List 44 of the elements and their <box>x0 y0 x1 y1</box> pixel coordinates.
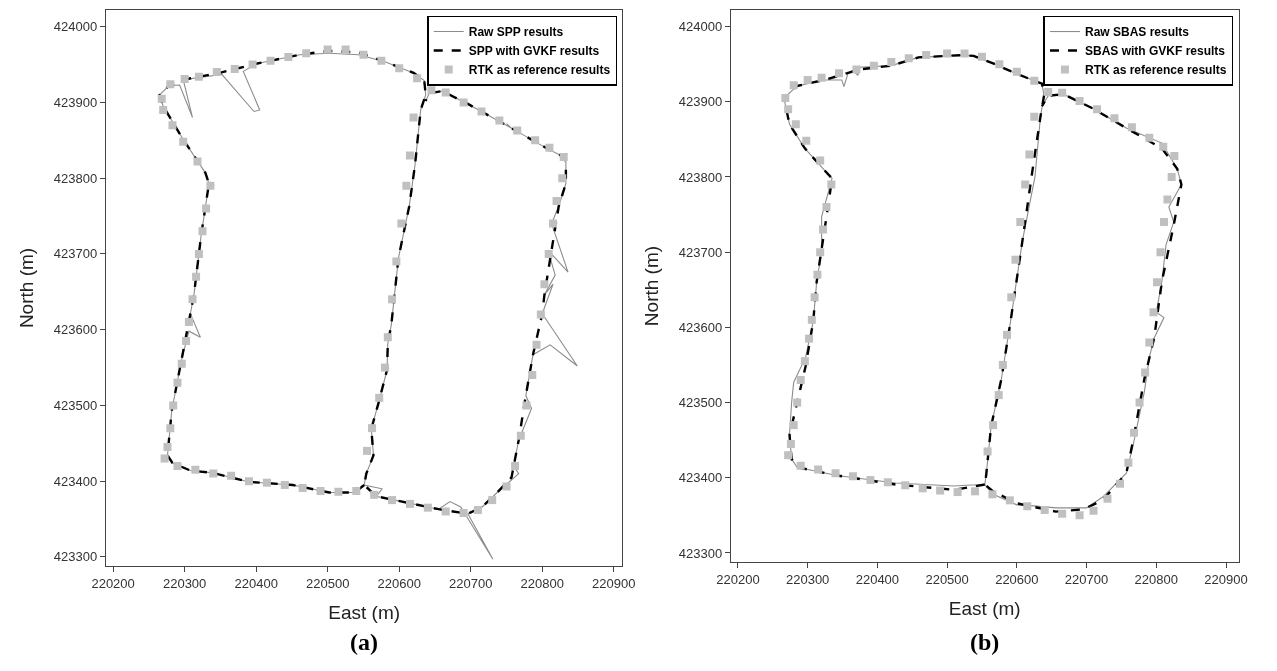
x-tick-label: 220600 <box>995 571 1039 587</box>
text: (a) <box>350 629 378 655</box>
legend-label: SPP with GVKF results <box>468 44 600 59</box>
y-tick-label: 424000 <box>53 19 98 35</box>
x-tick-label: 220900 <box>1204 571 1248 587</box>
x-tick-label: 220900 <box>592 575 636 591</box>
y-axis-title: North (m) <box>640 245 662 327</box>
x-tick-label: 220600 <box>377 575 421 591</box>
legend-label: RTK as reference results <box>468 63 611 78</box>
y-tick-label: 423800 <box>53 170 98 186</box>
legend-label: Raw SBAS results <box>1084 25 1190 40</box>
x-tick-label: 220800 <box>1134 571 1178 587</box>
y-tick-label: 423500 <box>53 397 98 413</box>
y-tick-label: 423700 <box>678 244 723 260</box>
x-tick-label: 220300 <box>785 571 830 587</box>
legend-label: SBAS with GVKF results <box>1084 44 1226 59</box>
x-tick-label: 220200 <box>716 571 760 587</box>
y-tick-label: 423600 <box>678 319 723 335</box>
y-tick-label: 423900 <box>678 94 723 110</box>
y-tick-label: 423900 <box>53 94 98 110</box>
x-tick-label: 220500 <box>306 575 350 591</box>
y-tick-label: 423600 <box>53 322 98 338</box>
y-axis-title: North (m) <box>15 247 37 329</box>
x-tick-label: 220800 <box>520 575 564 591</box>
y-tick-label: 423400 <box>678 470 723 486</box>
y-tick-label: 423400 <box>53 473 98 489</box>
x-axis-title: East (m) <box>328 601 401 623</box>
x-tick-label: 220200 <box>91 575 135 591</box>
x-tick-label: 220300 <box>162 575 207 591</box>
y-tick-label: 424000 <box>678 19 723 35</box>
x-tick-label: 220400 <box>234 575 278 591</box>
y-tick-label: 423300 <box>53 549 98 565</box>
y-tick-label: 423800 <box>678 169 723 185</box>
x-axis-title: East (m) <box>948 597 1021 619</box>
legend-label: RTK as reference results <box>1084 63 1227 78</box>
text: (b) <box>970 629 1000 655</box>
y-tick-label: 423300 <box>678 545 723 561</box>
y-tick-label: 423500 <box>678 395 723 411</box>
y-tick-label: 423700 <box>53 246 98 262</box>
x-tick-label: 220700 <box>449 575 493 591</box>
x-tick-label: 220500 <box>925 571 969 587</box>
legend-label: Raw SPP results <box>468 25 564 40</box>
x-tick-label: 220700 <box>1064 571 1109 587</box>
x-tick-label: 220400 <box>855 571 900 587</box>
